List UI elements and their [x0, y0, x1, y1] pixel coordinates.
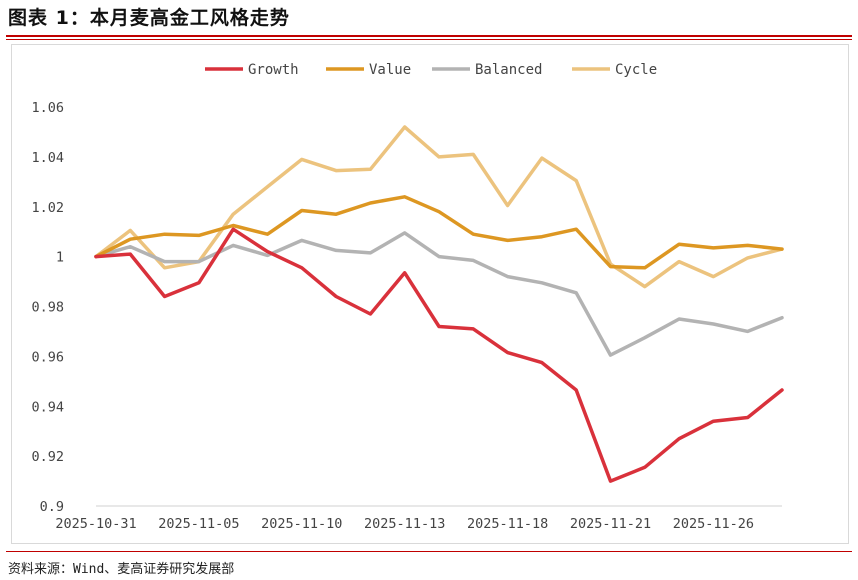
- legend-label: Cycle: [615, 62, 657, 78]
- x-tick-label: 2025-11-26: [673, 516, 754, 532]
- y-tick-label: 0.92: [31, 449, 64, 465]
- source-note: 资料来源：Wind、麦高证券研究发展部: [8, 562, 235, 577]
- y-tick-label: 1.06: [31, 100, 64, 116]
- legend-label: Balanced: [475, 62, 542, 78]
- figure-title: 图表 1：本月麦高金工风格走势: [8, 7, 290, 29]
- source-rule: [6, 551, 852, 552]
- x-tick-label: 2025-10-31: [55, 516, 136, 532]
- y-tick-label: 1.04: [31, 150, 64, 166]
- legend-item-balanced: Balanced: [432, 62, 542, 78]
- legend-item-growth: Growth: [205, 62, 299, 78]
- x-tick-label: 2025-11-18: [467, 516, 548, 532]
- x-tick-label: 2025-11-10: [261, 516, 342, 532]
- legend-item-cycle: Cycle: [572, 62, 657, 78]
- x-tick-label: 2025-11-21: [570, 516, 651, 532]
- plot-area: [94, 125, 784, 483]
- y-tick-label: 0.94: [31, 399, 64, 415]
- series-line-growth: [94, 227, 784, 483]
- series-line-cycle: [94, 125, 784, 289]
- legend: Growth Value Balanced Cycle: [205, 62, 657, 78]
- x-tick-label: 2025-11-05: [158, 516, 239, 532]
- series-line-value: [94, 195, 784, 270]
- y-tick-label: 0.98: [31, 300, 64, 316]
- y-tick-label: 1.02: [31, 200, 64, 216]
- y-tick-label: 0.9: [40, 499, 64, 515]
- legend-label: Value: [369, 62, 411, 78]
- chart-frame: [11, 44, 849, 544]
- series-line-balanced: [94, 231, 784, 357]
- title-rule: [6, 35, 852, 37]
- legend-item-value: Value: [326, 62, 411, 78]
- x-tick-label: 2025-11-13: [364, 516, 445, 532]
- y-axis: 0.9 0.92 0.94 0.96 0.98 1 1.02 1.04 1.06: [31, 100, 64, 515]
- y-tick-label: 0.96: [31, 349, 64, 365]
- legend-label: Growth: [248, 62, 299, 78]
- title-rule-thin: [6, 39, 852, 40]
- y-tick-label: 1: [56, 250, 64, 266]
- x-axis: 2025-10-31 2025-11-05 2025-11-10 2025-11-13…: [55, 505, 782, 532]
